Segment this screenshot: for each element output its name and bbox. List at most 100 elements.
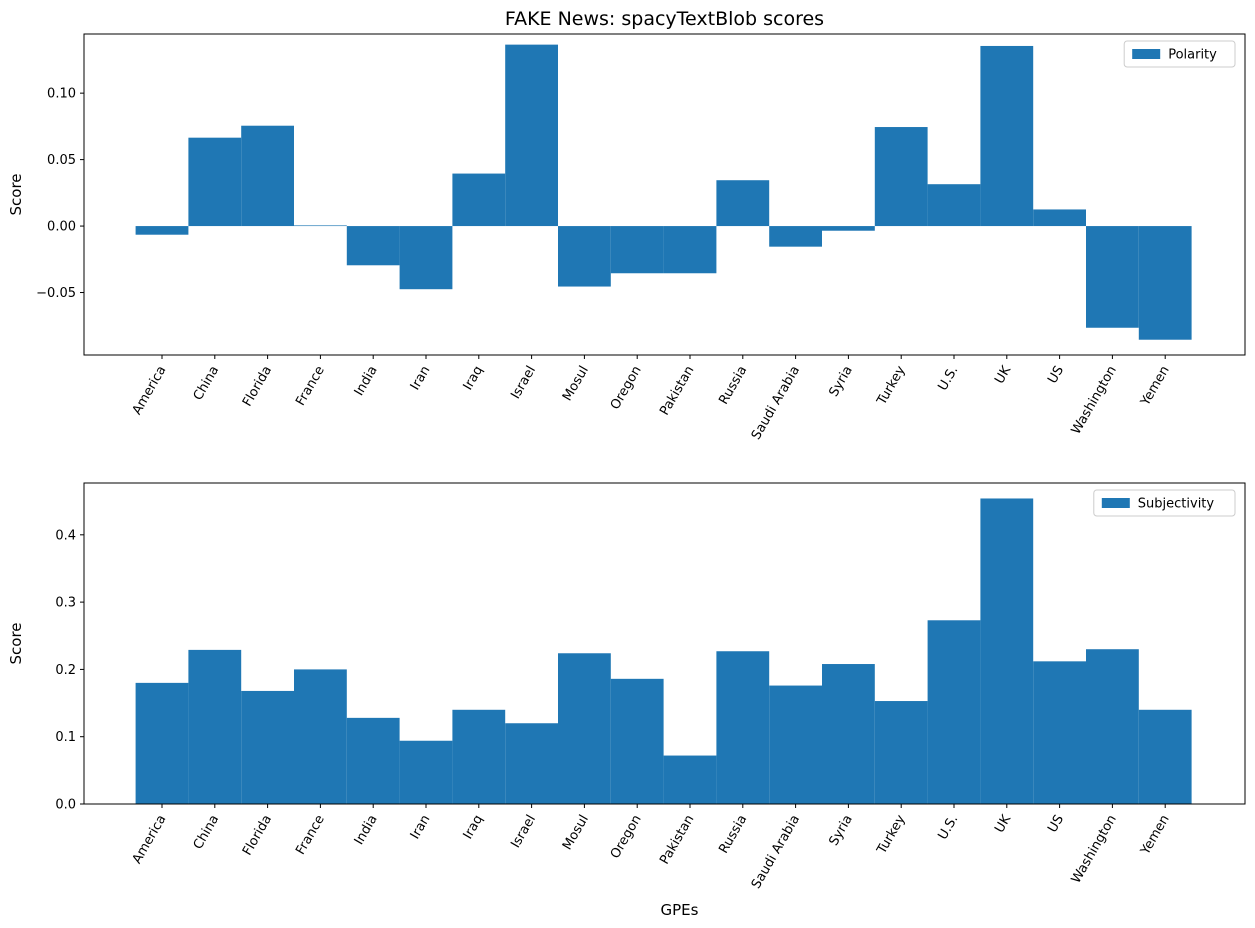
bar-syria [822,226,875,231]
x-tick-label: Saudi Arabia [749,813,803,892]
chart-panel-1: FAKE News: spacyTextBlob scores −0.05 0.00… [7,8,1246,443]
x-tick-label: Florida [240,813,275,859]
x-tick-label: Oregon [608,813,645,862]
y-tick-label: 0.10 [47,87,76,102]
bar-china [188,137,242,227]
x-tick-label: Iraq [461,364,487,394]
bar-pakistan [663,755,717,804]
chart-panel-2: 0.0 0.1 0.2 0.3 0.4 America China Florida France… [7,482,1246,919]
y-tick-label: 0.1 [55,730,76,745]
x-tick-label: U.S. [935,364,961,394]
bar-india [346,717,400,804]
x-tick-label: Oregon [608,364,645,413]
bar-florida [241,690,294,804]
bar-saudi-arabia [769,226,822,247]
y-tick-label: 0.0 [55,798,76,813]
x-tick-label: Saudi Arabia [749,364,803,443]
bar-america [135,226,189,235]
bar-washington [1086,649,1139,804]
bar-u-s- [927,184,981,227]
x-tick-label: Turkey [874,812,909,857]
x-axis-label: GPEs [661,901,699,919]
x-tick-label: Iran [408,364,434,393]
x-tick-label: Yemen [1138,364,1173,410]
x-tick-label: India [352,813,381,848]
x-tick-label: Washington [1069,813,1120,887]
bar-us [1033,209,1086,227]
x-tick-label: UK [992,812,1014,836]
y-tick-label: 0.3 [55,596,76,611]
x-tick-label: France [293,364,328,409]
x-tick-label: India [352,364,381,399]
bar-u-s- [927,620,981,804]
x-tick-label: UK [992,363,1014,387]
bar-israel [505,723,558,804]
y-axis-label: Score [7,622,25,664]
x-tick-label: China [191,813,223,853]
bar-pakistan [663,226,717,274]
bar-saudi-arabia [769,685,822,804]
bar-mosul [558,226,611,287]
legend-label: Subjectivity [1138,497,1215,512]
bar-russia [716,180,770,227]
x-tick-label: Israel [508,813,539,851]
legend-swatch [1132,49,1161,59]
x-tick-label: Russia [716,813,750,857]
x-tick-label: Pakistan [657,364,697,419]
bar-oregon [610,678,664,804]
bar-uk [980,45,1034,227]
bar-russia [716,651,770,804]
x-tick-label: Washington [1069,364,1120,438]
x-tick-label: Turkey [874,363,909,408]
bar-iran [399,226,453,290]
legend-swatch [1101,498,1130,508]
legend: Subjectivity [1093,489,1236,517]
legend: Polarity [1123,40,1236,68]
bar-china [188,649,242,804]
x-tick-label: Syria [826,364,855,400]
bar-uk [980,498,1034,804]
x-tick-label: Yemen [1138,813,1173,859]
bar-florida [241,125,294,227]
x-tick-label: Mosul [560,813,592,853]
legend-box [1123,40,1236,68]
x-tick-label: Mosul [560,364,592,404]
x-tick-label: Pakistan [657,813,697,868]
legend-box [1093,489,1236,517]
x-tick-label: Syria [826,813,855,849]
y-axis-label: Score [7,173,25,215]
y-tick-label: 0.4 [55,528,76,543]
bar-iran [399,740,453,804]
bar-washington [1086,226,1139,328]
x-tick-label: America [130,813,170,867]
x-tick-label: Israel [508,364,539,402]
bar-us [1033,661,1086,804]
bar-turkey [874,701,928,804]
bar-syria [822,664,875,804]
bar-series-subjectivity [135,498,1192,804]
x-tick-label: US [1045,364,1067,387]
y-tick-label: 0.05 [47,153,76,168]
x-tick-label: Iraq [461,813,487,843]
bar-oregon [610,226,664,274]
bar-israel [505,44,558,227]
bar-iraq [452,709,506,804]
bar-france [294,669,347,804]
bar-iraq [452,173,506,227]
legend-label: Polarity [1168,48,1217,63]
bar-france [294,225,347,227]
bar-america [135,682,189,804]
bar-mosul [558,653,611,804]
bar-turkey [874,127,928,227]
plot-frame [83,33,1246,356]
plot-frame [83,482,1246,805]
x-tick-label: China [191,364,223,404]
y-tick-label: −0.05 [36,286,76,301]
x-tick-label: U.S. [935,813,961,843]
bar-yemen [1138,226,1192,340]
chart-title: FAKE News: spacyTextBlob scores [505,8,824,30]
y-tick-label: 0.00 [47,220,76,235]
x-tick-label: Iran [408,813,434,842]
bar-series-polarity [135,44,1192,340]
bar-yemen [1138,709,1192,804]
